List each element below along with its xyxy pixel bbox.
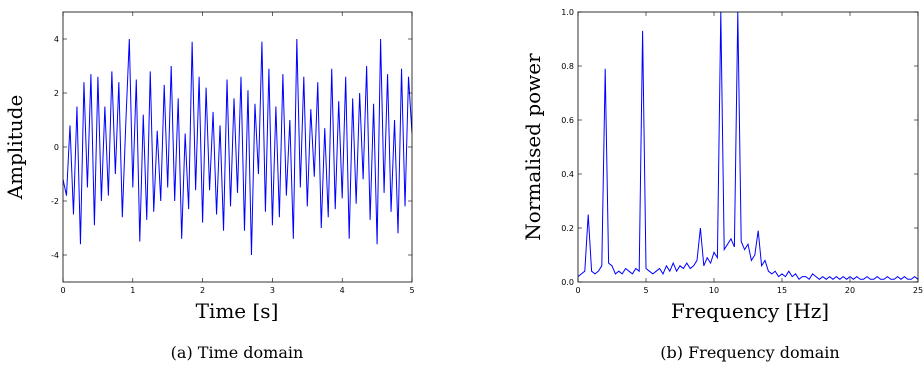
caption: (b) Frequency domain (660, 343, 839, 362)
y-tick-label: 1.0 (561, 8, 574, 17)
x-tick-label: 3 (270, 286, 275, 295)
signal-line (578, 12, 918, 281)
y-tick-label: 0.0 (561, 278, 574, 287)
y-tick-label: 4 (54, 35, 59, 44)
x-tick-label: 5 (409, 286, 414, 295)
x-tick-label: 0 (575, 286, 580, 295)
x-tick-label: 0 (60, 286, 65, 295)
y-tick-label: -4 (51, 251, 59, 260)
plot-area (63, 12, 412, 282)
x-tick-label: 20 (845, 286, 855, 295)
x-tick-label: 5 (643, 286, 648, 295)
y-axis-label: Normalised power (521, 53, 545, 241)
caption: (a) Time domain (171, 343, 304, 362)
x-tick-label: 2 (200, 286, 205, 295)
axes-frame (577, 11, 919, 283)
y-tick-label: 0.4 (561, 170, 574, 179)
y-tick-label: -2 (51, 197, 59, 206)
x-axis-label: Time [s] (196, 299, 279, 323)
x-axis-label: Frequency [Hz] (671, 299, 829, 323)
y-tick-label: 2 (54, 89, 59, 98)
signal-line (63, 38, 412, 256)
y-axis-label: Amplitude (3, 95, 27, 201)
x-tick-label: 25 (913, 286, 923, 295)
x-tick-label: 4 (340, 286, 345, 295)
y-tick-label: 0.6 (561, 116, 574, 125)
y-tick-label: 0.2 (561, 224, 574, 233)
x-tick-label: 10 (709, 286, 719, 295)
x-tick-label: 1 (130, 286, 135, 295)
y-tick-label: 0 (54, 143, 59, 152)
x-tick-label: 15 (777, 286, 787, 295)
plot-area (578, 12, 918, 282)
y-tick-label: 0.8 (561, 62, 574, 71)
